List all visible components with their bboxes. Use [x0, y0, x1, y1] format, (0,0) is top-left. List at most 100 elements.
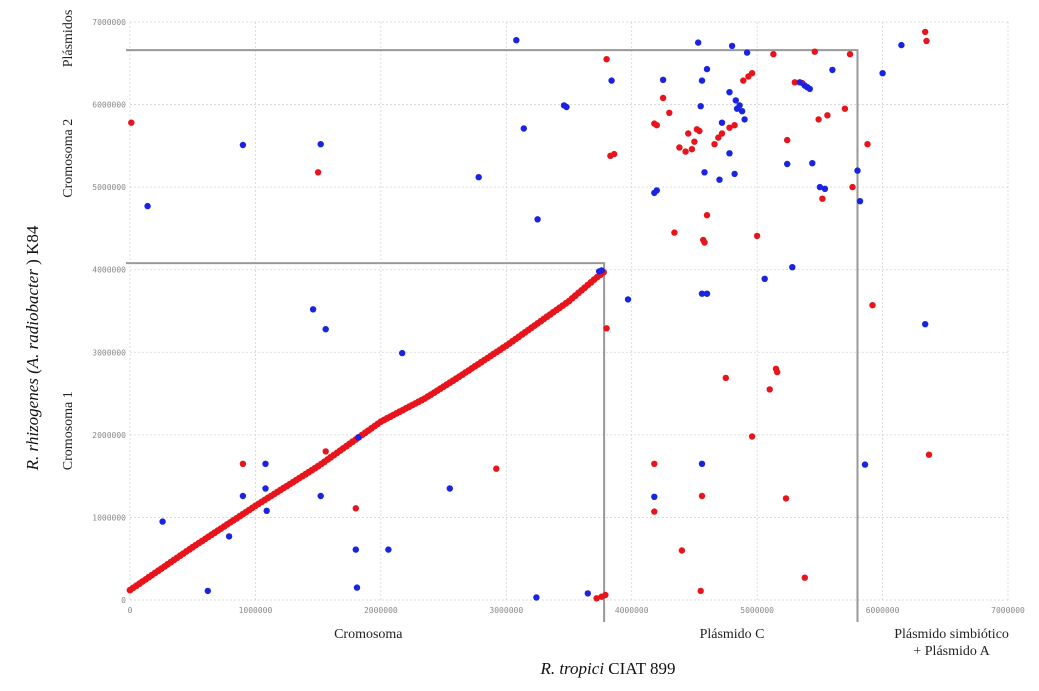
red-point [696, 127, 703, 135]
blue-point [703, 65, 711, 73]
blue-point [263, 507, 270, 514]
blue-point [743, 49, 751, 56]
red-point [824, 112, 831, 119]
blue-point [701, 169, 708, 176]
x-segment-label-line: Plásmido C [700, 627, 765, 642]
red-point [819, 195, 826, 202]
y-axis-title-synonym: A. radiobacter [23, 269, 42, 370]
blue-point [355, 434, 362, 441]
blue-point [761, 275, 768, 282]
y-segment-labels: Cromosoma 1 Cromosoma 2 Plásmidos [61, 10, 76, 470]
blue-point [718, 119, 726, 126]
replicon-boundaries [126, 49, 859, 622]
red-point [846, 51, 854, 58]
blue-point [144, 202, 151, 210]
blue-point [703, 290, 711, 297]
y-tick-label: 2000000 [92, 431, 126, 440]
blue-point [726, 89, 733, 96]
blue-point [856, 198, 864, 205]
red-point [774, 368, 781, 376]
blue-point [385, 546, 392, 553]
red-point [711, 141, 718, 148]
red-point [703, 212, 711, 219]
red-point [815, 116, 822, 123]
x-tick-label: 6000000 [866, 606, 900, 615]
blue-point [204, 587, 211, 595]
blue-point [262, 485, 269, 492]
blue-point [399, 349, 406, 357]
blue-point [239, 141, 247, 149]
red-point [715, 134, 722, 141]
blue-point [239, 492, 247, 500]
blue-point [698, 290, 706, 297]
x-segment-label-line: Cromosoma [334, 627, 403, 642]
blue-point [809, 160, 816, 167]
blue-point [697, 103, 704, 110]
x-segment-labels: Cromosoma Plásmido C Plásmido simbiótico + … [334, 627, 1009, 659]
blue-point [829, 66, 836, 74]
y-segment-label: Cromosoma 1 [61, 391, 76, 470]
blue-point [922, 321, 929, 328]
blue-point [608, 77, 615, 84]
red-point [653, 122, 660, 129]
blue-point [879, 70, 886, 77]
y-segment-label: Plásmidos [61, 10, 76, 68]
blue-point [736, 102, 743, 109]
x-tick-label: 2000000 [364, 606, 398, 615]
blue-point [728, 42, 736, 50]
red-point [722, 374, 729, 382]
red-point [849, 183, 856, 191]
red-point [748, 433, 756, 440]
red-point [651, 460, 658, 467]
blue-point [584, 590, 591, 597]
x-segment-label-line: Plásmido simbiótico [894, 627, 1009, 642]
red-point [925, 451, 933, 458]
blue-point [534, 216, 541, 223]
red-point [766, 386, 773, 393]
blue-point [262, 460, 269, 467]
red-point [671, 229, 678, 236]
blue-point [816, 183, 824, 191]
red-point [697, 587, 704, 595]
red-point [718, 130, 726, 137]
red-point [691, 138, 698, 145]
x-tick-label: 7000000 [991, 606, 1025, 615]
blue-point [789, 264, 796, 271]
y-tick-labels: 0 1000000 2000000 3000000 4000000 5000000 6000… [92, 18, 126, 605]
red-point [603, 56, 610, 63]
blue-point [513, 37, 520, 44]
red-point [685, 130, 692, 137]
red-point [923, 37, 930, 45]
blue-point [225, 533, 233, 540]
y-tick-label: 0 [121, 596, 126, 605]
red-point [603, 325, 610, 332]
red-point [922, 28, 929, 36]
red-point [701, 239, 708, 246]
blue-point [353, 584, 361, 591]
red-point [659, 94, 667, 102]
red-point [784, 136, 791, 144]
red-point [602, 591, 609, 599]
blue-point [821, 185, 829, 192]
red-point [791, 79, 798, 86]
y-tick-label: 1000000 [92, 513, 126, 522]
blue-point [854, 167, 861, 174]
blue-point [698, 77, 706, 84]
red-point [801, 574, 808, 581]
x-tick-label: 0 [128, 606, 133, 615]
x-tick-label: 1000000 [239, 606, 273, 615]
blue-point [317, 141, 324, 148]
blue-point [309, 306, 317, 313]
x-axis-title-species: R. tropici [539, 659, 604, 678]
blue-point [520, 125, 527, 132]
blue-point [317, 492, 324, 500]
x-tick-label: 4000000 [615, 606, 649, 615]
blue-point [741, 116, 748, 123]
red-point [651, 508, 658, 515]
red-point [314, 169, 322, 176]
data-points [126, 28, 933, 602]
red-point [782, 495, 790, 502]
x-axis-title: R. tropici CIAT 899 [539, 659, 675, 678]
red-point [731, 122, 738, 129]
red-point [753, 232, 761, 240]
